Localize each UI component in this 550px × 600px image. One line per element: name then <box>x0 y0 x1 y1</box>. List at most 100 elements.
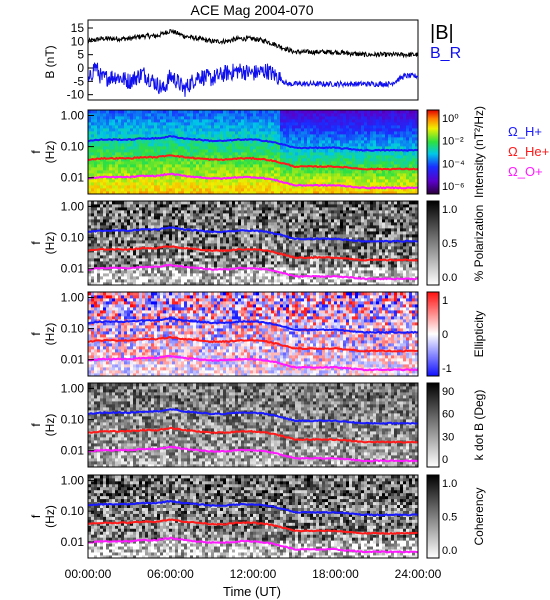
spectrogram-cell <box>91 279 95 283</box>
spectrogram-cell <box>139 237 143 241</box>
spectrogram-cell <box>175 140 179 144</box>
spectrogram-cell <box>268 134 272 138</box>
spectrogram-cell <box>160 252 164 256</box>
spectrogram-cell <box>259 164 263 168</box>
spectrogram-cell <box>130 167 134 171</box>
spectrogram-cell <box>343 149 347 153</box>
spectrogram-cell <box>217 228 221 232</box>
spectrogram-cell <box>124 191 128 195</box>
spectrogram-cell <box>103 131 107 135</box>
spectrogram-cell <box>319 113 323 117</box>
spectrogram-cell <box>196 191 200 195</box>
spectrogram-cell <box>250 161 254 165</box>
spectrogram-cell <box>229 119 233 123</box>
spectrogram-cell <box>157 207 161 211</box>
spectrogram-cell <box>268 201 272 205</box>
spectrogram-cell <box>94 185 98 189</box>
spectrogram-cell <box>154 234 158 238</box>
spectrogram-cell <box>331 134 335 138</box>
spectrogram-cell <box>397 110 401 114</box>
bfield-ytick-label: 15 <box>71 21 85 35</box>
spectrogram-cell <box>196 152 200 156</box>
spectrogram-cell <box>259 128 263 132</box>
spectrogram-cell <box>130 249 134 253</box>
spectrogram-cell <box>277 173 281 177</box>
spectrogram-cell <box>325 170 329 174</box>
spectrogram-cell <box>193 131 197 135</box>
spectrogram-cell <box>322 110 326 114</box>
spectrogram-cell <box>205 173 209 177</box>
spectrogram-cell <box>274 204 278 208</box>
spectrogram-cell <box>118 170 122 174</box>
spectrogram-cell <box>217 225 221 229</box>
spectrogram-cell <box>187 149 191 153</box>
spectrogram-cell <box>241 155 245 159</box>
spectrogram-cell <box>247 152 251 156</box>
spectrogram-cell <box>397 176 401 180</box>
spectrogram-cell <box>181 170 185 174</box>
spectrogram-cell <box>280 110 284 114</box>
spectrogram-cell <box>151 207 155 211</box>
spectrogram-cell <box>181 110 185 114</box>
spectrogram-cell <box>136 182 140 186</box>
spectrogram-cell <box>283 110 287 114</box>
spectrogram-cell <box>196 216 200 220</box>
spectrogram-cell <box>193 140 197 144</box>
spectrogram-cell <box>118 116 122 120</box>
spectrogram-cell <box>268 216 272 220</box>
spectrogram-cell <box>247 131 251 135</box>
spectrogram-cell <box>322 137 326 141</box>
spectrogram-cell <box>244 273 248 277</box>
spectrogram-cell <box>247 237 251 241</box>
spectrogram-cell <box>244 158 248 162</box>
spectrogram-cell <box>250 131 254 135</box>
spectrogram-cell <box>253 170 257 174</box>
spectrogram-cell <box>94 110 98 114</box>
spectrogram-cell <box>406 179 410 183</box>
spectrogram-cell <box>376 152 380 156</box>
spectrogram-cell <box>211 122 215 126</box>
spectrogram-cell <box>334 164 338 168</box>
spectrogram-cell <box>217 243 221 247</box>
spectrogram-cell <box>259 201 263 205</box>
spectrogram-cell <box>289 176 293 180</box>
spectrogram-cell <box>271 185 275 189</box>
spectrogram-cell <box>244 249 248 253</box>
spectrogram-cell <box>172 113 176 117</box>
spectrogram-cell <box>232 173 236 177</box>
spectrogram-cell <box>229 128 233 132</box>
spectrogram-cell <box>148 231 152 235</box>
spectrogram-cell <box>205 282 209 286</box>
spectrogram-cell <box>115 258 119 262</box>
spectrogram-cell <box>145 116 149 120</box>
spectrogram-cell <box>253 110 257 114</box>
spectrogram-cell <box>244 119 248 123</box>
spectrogram-cell <box>271 182 275 186</box>
spectrogram-cell <box>142 182 146 186</box>
spectrogram-cell <box>202 185 206 189</box>
spectrogram-cell <box>259 264 263 268</box>
spectrogram-cell <box>211 279 215 283</box>
spectrogram-cell <box>220 146 224 150</box>
spectrogram-cell <box>139 264 143 268</box>
spectrogram-cell <box>157 140 161 144</box>
spectrogram-cell <box>160 149 164 153</box>
spectrogram-cell <box>331 116 335 120</box>
spectrogram-cell <box>298 167 302 171</box>
spectrogram-cell <box>136 125 140 129</box>
spectrogram-cell <box>328 167 332 171</box>
spectrogram-cell <box>274 173 278 177</box>
spectrogram-cell <box>235 240 239 244</box>
spectrogram-cell <box>370 110 374 114</box>
spectrogram-cell <box>376 119 380 123</box>
spectrogram-cell <box>271 128 275 132</box>
spectrogram-cell <box>385 137 389 141</box>
spectrogram-cell <box>247 225 251 229</box>
spectrogram-cell <box>220 270 224 274</box>
spectrogram-cell <box>265 167 269 171</box>
spectrogram-cell <box>346 140 350 144</box>
spectrogram-cell <box>319 152 323 156</box>
spectrogram-cell <box>178 261 182 265</box>
spectrogram-cell <box>106 261 110 265</box>
spectrogram-cell <box>361 191 365 195</box>
